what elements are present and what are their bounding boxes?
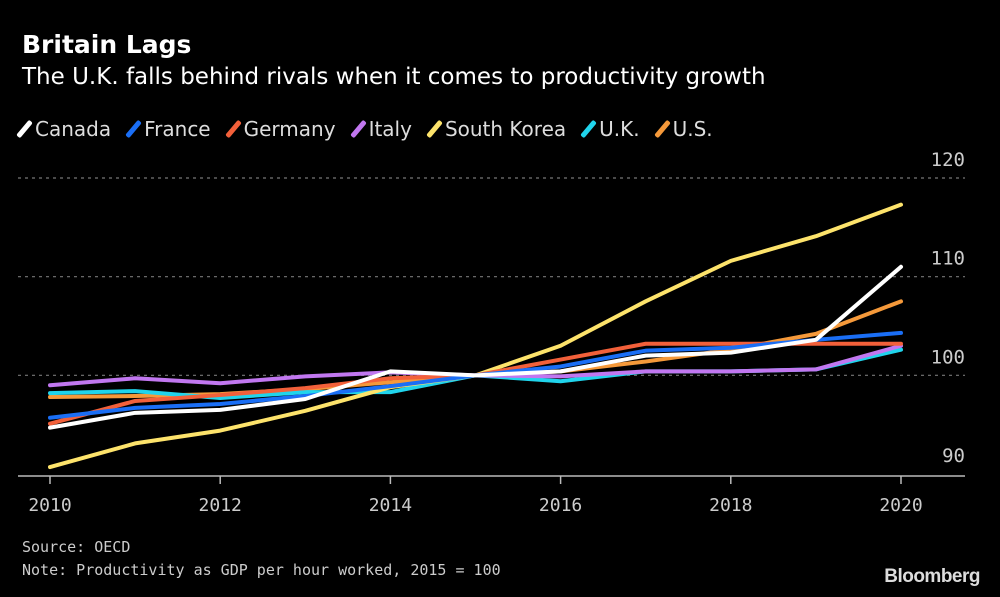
legend-label: U.S. <box>672 117 713 141</box>
y-tick-label: 100 <box>931 346 965 368</box>
series-line-canada <box>48 264 903 430</box>
legend-label: France <box>144 117 211 141</box>
y-tick-label: 120 <box>931 149 965 171</box>
x-tick-label: 2020 <box>879 495 922 516</box>
x-tick-label: 2016 <box>539 495 582 516</box>
legend-item: South Korea <box>426 117 567 141</box>
legend-item: U.S. <box>653 117 713 141</box>
legend-label: Canada <box>35 117 112 141</box>
series-line-south-korea <box>48 202 903 470</box>
legend-item: Canada <box>16 117 112 141</box>
y-tick-label: 90 <box>942 445 965 467</box>
y-tick-label: 110 <box>931 248 965 270</box>
legend-label: Italy <box>368 117 412 141</box>
legend-item: U.K. <box>580 117 640 141</box>
chart-subtitle: The U.K. falls behind rivals when it com… <box>22 64 766 90</box>
x-tick-label: 2014 <box>369 495 412 516</box>
bloomberg-logo: Bloomberg <box>884 566 980 587</box>
legend-item: France <box>125 117 211 141</box>
footnote: Note: Productivity as GDP per hour worke… <box>22 561 501 579</box>
legend-item: Germany <box>224 117 336 141</box>
legend-item: Italy <box>349 117 412 141</box>
legend-label: Germany <box>243 117 336 141</box>
legend: Canada France Germany Italy South Korea U.K. U… <box>16 117 713 141</box>
x-tick-label: 2018 <box>709 495 752 516</box>
legend-label: South Korea <box>444 117 567 141</box>
series-line-italy <box>48 343 903 388</box>
chart-title: Britain Lags <box>22 30 192 59</box>
x-tick-label: 2012 <box>199 495 242 516</box>
source-note: Source: OECD <box>22 538 131 556</box>
legend-label: U.K. <box>599 117 640 141</box>
x-tick-label: 2010 <box>28 495 71 516</box>
